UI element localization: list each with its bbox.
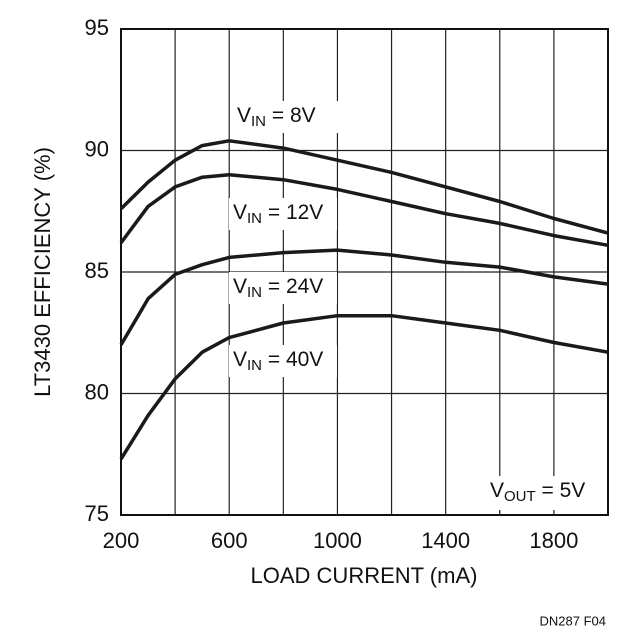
y-tick-label: 85 [85,258,109,283]
series-line [119,139,609,235]
y-tick-label: 75 [85,501,109,526]
plot-frame [120,28,609,516]
x-tick-label: 1000 [313,528,362,553]
x-tick-label: 200 [103,528,140,553]
x-axis-title: LOAD CURRENT (mA) [251,563,478,588]
y-tick-label: 80 [85,379,109,404]
series-label: VIN = 40V [233,348,323,374]
x-tick-label: 600 [211,528,248,553]
label-bg [229,272,337,304]
y-axis-title: LT3430 EFFICIENCY (%) [30,147,55,397]
series-label: VIN = 8V [237,104,316,130]
series-line [119,313,609,461]
x-tick-label: 1800 [529,528,578,553]
series-label: VIN = 24V [233,275,323,301]
series-line [119,248,609,346]
footer: DN287 F04 [540,613,606,628]
label-bg [229,345,337,377]
y-tick-label: 95 [85,15,109,40]
label-bg [233,101,341,133]
label-bg [229,198,337,230]
series-line [119,173,609,248]
y-tick-label: 90 [85,136,109,161]
series-label: VIN = 12V [233,201,323,227]
annotation-bg [482,476,602,510]
annotation: VOUT = 5V [490,479,585,505]
x-tick-label: 1400 [421,528,470,553]
